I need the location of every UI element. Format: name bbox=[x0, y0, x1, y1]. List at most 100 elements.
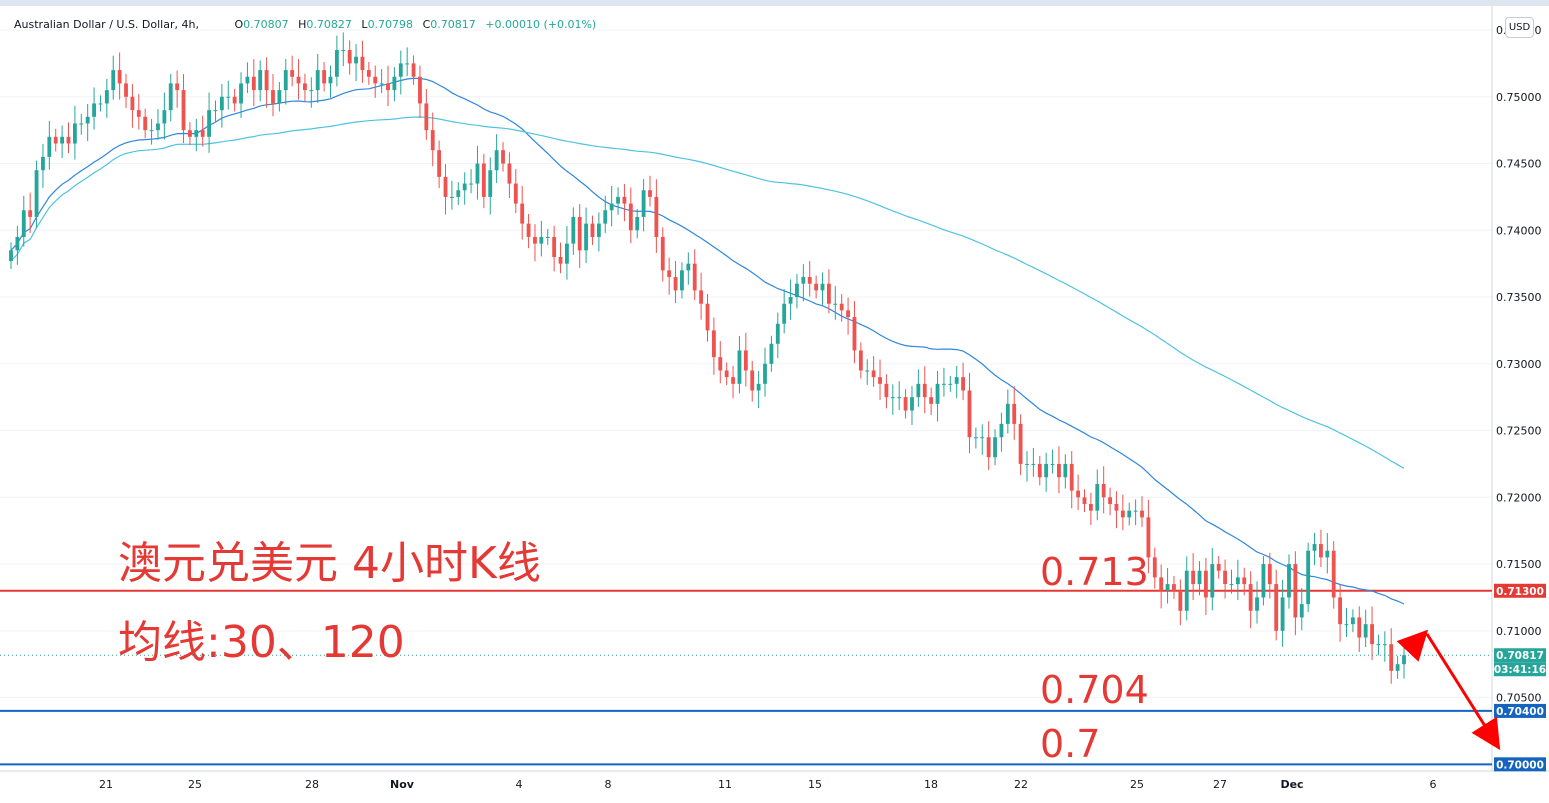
candle-body bbox=[418, 76, 422, 104]
candle-body bbox=[1229, 584, 1234, 586]
candle-body bbox=[92, 103, 96, 117]
candle-body bbox=[929, 397, 934, 404]
candle-body bbox=[705, 303, 710, 331]
level-label-mid: 0.704 bbox=[1040, 668, 1149, 712]
ma120-line bbox=[10, 116, 1405, 469]
candle-body bbox=[1306, 550, 1311, 605]
candle-body bbox=[507, 163, 512, 184]
time-axis[interactable]: 21 25 28 Nov 4 8 11 15 18 22 25 27 Dec 6 bbox=[99, 778, 1437, 791]
candle-body bbox=[290, 70, 295, 77]
candle-body bbox=[724, 370, 729, 378]
candle-body bbox=[922, 383, 927, 398]
candle-body bbox=[475, 163, 480, 184]
candle-body bbox=[609, 203, 614, 211]
candle-body bbox=[1133, 510, 1138, 512]
candle-body bbox=[756, 383, 761, 391]
y-tick-label: 0.70500 bbox=[1496, 692, 1542, 705]
candle-body bbox=[641, 190, 646, 217]
candle-body bbox=[136, 110, 141, 117]
candle-body bbox=[1363, 624, 1368, 638]
candle-body bbox=[692, 263, 697, 291]
open-value: 0.70807 bbox=[243, 18, 289, 31]
candle-body bbox=[1172, 584, 1176, 591]
candle-body bbox=[795, 283, 799, 298]
candle-body bbox=[1184, 570, 1189, 611]
x-tick-label: 15 bbox=[808, 778, 822, 791]
candle-body bbox=[782, 303, 787, 324]
candle-body bbox=[424, 103, 429, 131]
candle-body bbox=[239, 83, 243, 104]
x-tick-label: Dec bbox=[1280, 778, 1303, 791]
candle-body bbox=[334, 50, 339, 77]
candle-body bbox=[379, 83, 384, 85]
candle-body bbox=[986, 437, 991, 458]
candle-body bbox=[437, 150, 442, 177]
candle-body bbox=[1159, 577, 1164, 591]
price-tag bbox=[1494, 757, 1546, 772]
x-tick-label: 4 bbox=[516, 778, 523, 791]
candle-body bbox=[558, 256, 563, 264]
candle-body bbox=[1280, 597, 1285, 631]
candle-body bbox=[1178, 590, 1183, 611]
candle-body bbox=[1331, 550, 1336, 598]
candle-body bbox=[673, 277, 678, 291]
candle-body bbox=[628, 203, 633, 231]
candle-body bbox=[1146, 517, 1151, 558]
candle-body bbox=[1037, 463, 1042, 478]
price-tag-label: 03:41:16 bbox=[1494, 664, 1546, 676]
candle-body bbox=[1261, 564, 1266, 598]
candle-body bbox=[993, 437, 997, 458]
candle-body bbox=[807, 277, 812, 284]
candle-body bbox=[763, 363, 767, 384]
candle-body bbox=[9, 250, 13, 261]
ma30-line bbox=[10, 77, 1405, 605]
candle-body bbox=[935, 383, 940, 404]
price-tag bbox=[1494, 703, 1546, 718]
candle-body bbox=[839, 303, 844, 311]
x-tick-label: 22 bbox=[1014, 778, 1028, 791]
x-tick-label: 11 bbox=[718, 778, 732, 791]
candle-body bbox=[386, 83, 390, 91]
candle-body bbox=[533, 236, 537, 244]
candle-body bbox=[788, 297, 793, 304]
candlestick-series bbox=[9, 32, 1406, 684]
horizontal-levels[interactable] bbox=[0, 589, 1492, 766]
candle-body bbox=[85, 116, 90, 124]
candle-body bbox=[577, 216, 582, 251]
candle-body bbox=[526, 223, 531, 237]
candle-body bbox=[188, 130, 192, 137]
candle-body bbox=[731, 377, 735, 384]
candle-body bbox=[1076, 490, 1081, 498]
candle-body bbox=[341, 50, 346, 52]
x-tick-label: 21 bbox=[99, 778, 113, 791]
candle-body bbox=[654, 196, 659, 237]
candle-body bbox=[488, 170, 493, 197]
candle-body bbox=[226, 96, 231, 98]
candle-body bbox=[117, 70, 122, 84]
candle-body bbox=[104, 90, 109, 104]
candle-body bbox=[571, 216, 576, 244]
y-tick-label: 0.72500 bbox=[1496, 425, 1542, 438]
candle-body bbox=[616, 196, 620, 204]
candle-body bbox=[60, 136, 65, 144]
x-tick-label: 27 bbox=[1213, 778, 1227, 791]
candle-body bbox=[322, 70, 327, 84]
symbol-legend[interactable]: Australian Dollar / U.S. Dollar, 4h, O0.… bbox=[14, 18, 602, 31]
candle-body bbox=[1382, 644, 1387, 646]
candle-body bbox=[213, 110, 218, 112]
candle-body bbox=[1248, 584, 1253, 611]
candle-body bbox=[1338, 597, 1343, 625]
y-tick-label: 0.72000 bbox=[1496, 491, 1542, 504]
candle-body bbox=[309, 90, 314, 92]
candle-body bbox=[1389, 644, 1394, 671]
change-value: +0.00010 (+0.01%) bbox=[485, 18, 597, 31]
candle-body bbox=[884, 383, 889, 398]
candle-body bbox=[1344, 624, 1349, 626]
candle-body bbox=[711, 330, 716, 358]
candle-body bbox=[143, 116, 148, 131]
candle-body bbox=[494, 150, 499, 171]
candle-body bbox=[648, 190, 652, 197]
currency-button[interactable]: USD bbox=[1505, 17, 1534, 38]
candle-body bbox=[999, 423, 1004, 438]
